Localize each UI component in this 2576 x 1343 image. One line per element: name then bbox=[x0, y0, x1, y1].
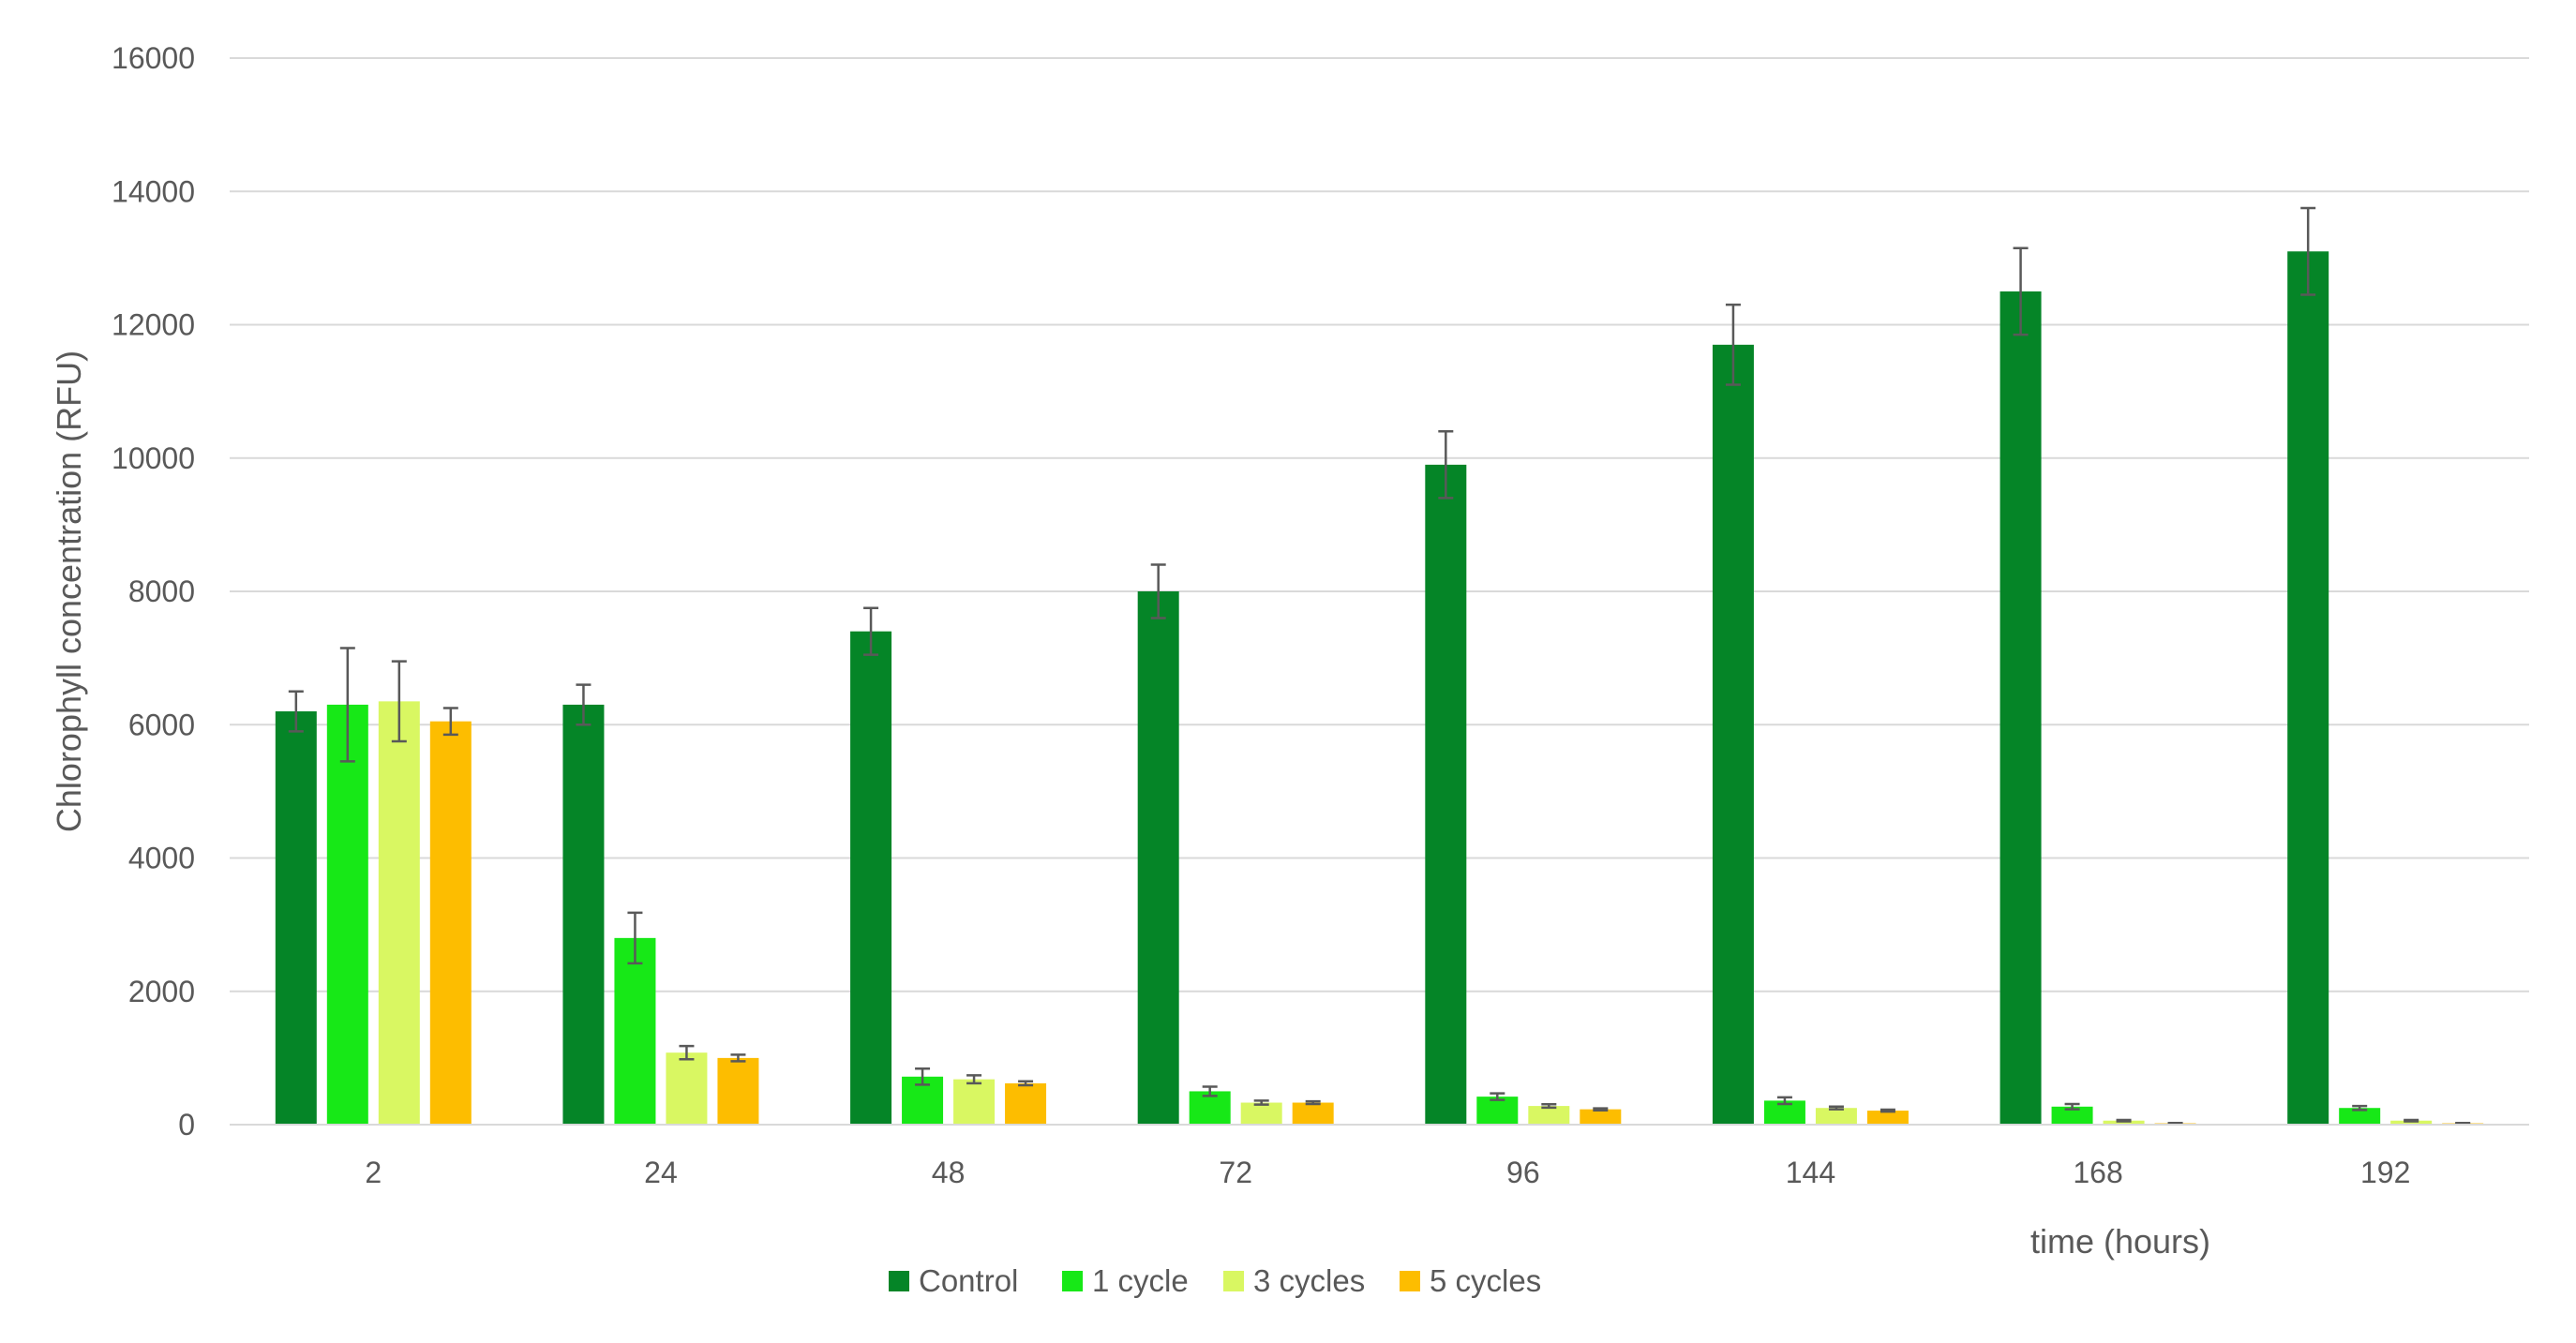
bar-1-cycle-192 bbox=[2339, 1108, 2381, 1125]
bar-3-cycles-144 bbox=[1815, 1108, 1857, 1125]
error-bar bbox=[1828, 1105, 1844, 1111]
error-bar bbox=[2013, 246, 2029, 336]
bar-3-cycles-72 bbox=[1240, 1102, 1282, 1125]
y-tick-label: 12000 bbox=[112, 308, 195, 342]
bar-5-cycles-144 bbox=[1866, 1111, 1909, 1125]
y-tick-label: 16000 bbox=[112, 41, 195, 75]
legend-swatch bbox=[889, 1271, 909, 1291]
error-bar bbox=[339, 647, 355, 763]
bar-control-96 bbox=[1425, 464, 1467, 1125]
error-bars bbox=[288, 206, 2471, 1126]
bar-3-cycles-24 bbox=[666, 1052, 708, 1125]
bar-control-72 bbox=[1137, 591, 1179, 1125]
y-tick-label: 14000 bbox=[112, 174, 195, 208]
error-bar bbox=[2352, 1104, 2368, 1112]
bar-control-192 bbox=[2287, 251, 2329, 1125]
legend-swatch bbox=[1223, 1271, 1244, 1291]
error-bar bbox=[2404, 1118, 2419, 1123]
legend: Control 1 cycle 3 cycles 5 cycles bbox=[889, 1263, 1541, 1298]
legend-item-control: Control bbox=[889, 1263, 1018, 1298]
bar-control-48 bbox=[850, 631, 892, 1125]
y-axis-ticks: 0 2000 4000 6000 8000 10000 12000 14000 16000 bbox=[112, 41, 195, 1142]
bar-control-2 bbox=[275, 711, 317, 1125]
x-axis-title: time (hours) bbox=[2030, 1222, 2210, 1261]
error-bar bbox=[1305, 1099, 1321, 1106]
error-bar bbox=[1438, 430, 1454, 500]
y-tick-label: 8000 bbox=[128, 575, 195, 608]
error-bar bbox=[1490, 1092, 1505, 1101]
error-bar bbox=[2455, 1121, 2471, 1126]
error-bar bbox=[1776, 1096, 1792, 1106]
legend-item-5-cycles: 5 cycles bbox=[1400, 1263, 1541, 1298]
legend-label: 5 cycles bbox=[1430, 1263, 1541, 1298]
x-tick-label: 48 bbox=[932, 1156, 966, 1189]
error-bar bbox=[863, 606, 879, 656]
error-bar bbox=[1880, 1108, 1895, 1113]
bar-control-168 bbox=[1999, 291, 2042, 1125]
bar-5-cycles-72 bbox=[1292, 1102, 1334, 1125]
legend-item-3-cycles: 3 cycles bbox=[1223, 1263, 1365, 1298]
bar-1-cycle-96 bbox=[1476, 1097, 1519, 1125]
error-bar bbox=[391, 660, 407, 743]
bar-1-cycle-168 bbox=[2051, 1106, 2093, 1125]
error-bar bbox=[1541, 1103, 1557, 1110]
x-tick-label: 96 bbox=[1506, 1156, 1540, 1189]
error-bar bbox=[1593, 1107, 1609, 1112]
bar-5-cycles-24 bbox=[717, 1057, 759, 1125]
y-tick-label: 2000 bbox=[128, 975, 195, 1008]
bar-1-cycle-24 bbox=[614, 937, 656, 1125]
error-bar bbox=[576, 683, 592, 726]
error-bar bbox=[915, 1067, 931, 1086]
error-bar bbox=[1725, 303, 1741, 386]
gridlines bbox=[230, 57, 2529, 992]
x-tick-label: 192 bbox=[2360, 1156, 2410, 1189]
error-bar bbox=[1018, 1080, 1034, 1087]
bar-5-cycles-2 bbox=[429, 721, 472, 1125]
error-bar bbox=[2300, 206, 2316, 296]
bar-control-144 bbox=[1712, 344, 1754, 1125]
bar-3-cycles-48 bbox=[953, 1079, 996, 1125]
bar-3-cycles-2 bbox=[378, 701, 420, 1125]
x-axis-ticks: 2 24 48 72 96 144 168 192 bbox=[365, 1156, 2410, 1189]
y-tick-label: 6000 bbox=[128, 708, 195, 741]
bar-5-cycles-48 bbox=[1005, 1082, 1047, 1125]
error-bar bbox=[1150, 563, 1166, 619]
error-bar bbox=[288, 690, 304, 733]
legend-item-1-cycle: 1 cycle bbox=[1062, 1263, 1189, 1298]
x-tick-label: 72 bbox=[1219, 1156, 1252, 1189]
y-tick-label: 4000 bbox=[128, 842, 195, 875]
error-bar bbox=[1253, 1099, 1269, 1106]
bars bbox=[275, 251, 2484, 1125]
legend-label: 3 cycles bbox=[1253, 1263, 1365, 1298]
y-tick-label: 10000 bbox=[112, 441, 195, 475]
bar-3-cycles-96 bbox=[1528, 1106, 1570, 1125]
x-tick-label: 144 bbox=[1786, 1156, 1835, 1189]
x-tick-label: 2 bbox=[365, 1156, 382, 1189]
y-axis-title: Chlorophyll concentration (RFU) bbox=[50, 351, 88, 832]
error-bar bbox=[730, 1053, 746, 1063]
y-tick-label: 0 bbox=[178, 1108, 195, 1142]
bar-3-cycles-168 bbox=[2103, 1120, 2145, 1125]
legend-swatch bbox=[1400, 1271, 1420, 1291]
error-bar bbox=[2064, 1102, 2080, 1111]
legend-swatch bbox=[1062, 1271, 1083, 1291]
x-tick-label: 24 bbox=[644, 1156, 678, 1189]
error-bar bbox=[966, 1074, 982, 1085]
bar-1-cycle-2 bbox=[326, 704, 368, 1125]
error-bar bbox=[627, 911, 643, 965]
legend-label: Control bbox=[919, 1263, 1018, 1298]
legend-label: 1 cycle bbox=[1092, 1263, 1189, 1298]
bar-control-24 bbox=[562, 704, 605, 1125]
bar-5-cycles-96 bbox=[1580, 1109, 1622, 1125]
error-bar bbox=[2167, 1121, 2183, 1126]
error-bar bbox=[2116, 1118, 2132, 1123]
bar-3-cycles-192 bbox=[2390, 1120, 2433, 1125]
error-bar bbox=[679, 1044, 695, 1061]
x-tick-label: 168 bbox=[2073, 1156, 2122, 1189]
error-bar bbox=[442, 707, 458, 737]
error-bar bbox=[1202, 1085, 1218, 1097]
